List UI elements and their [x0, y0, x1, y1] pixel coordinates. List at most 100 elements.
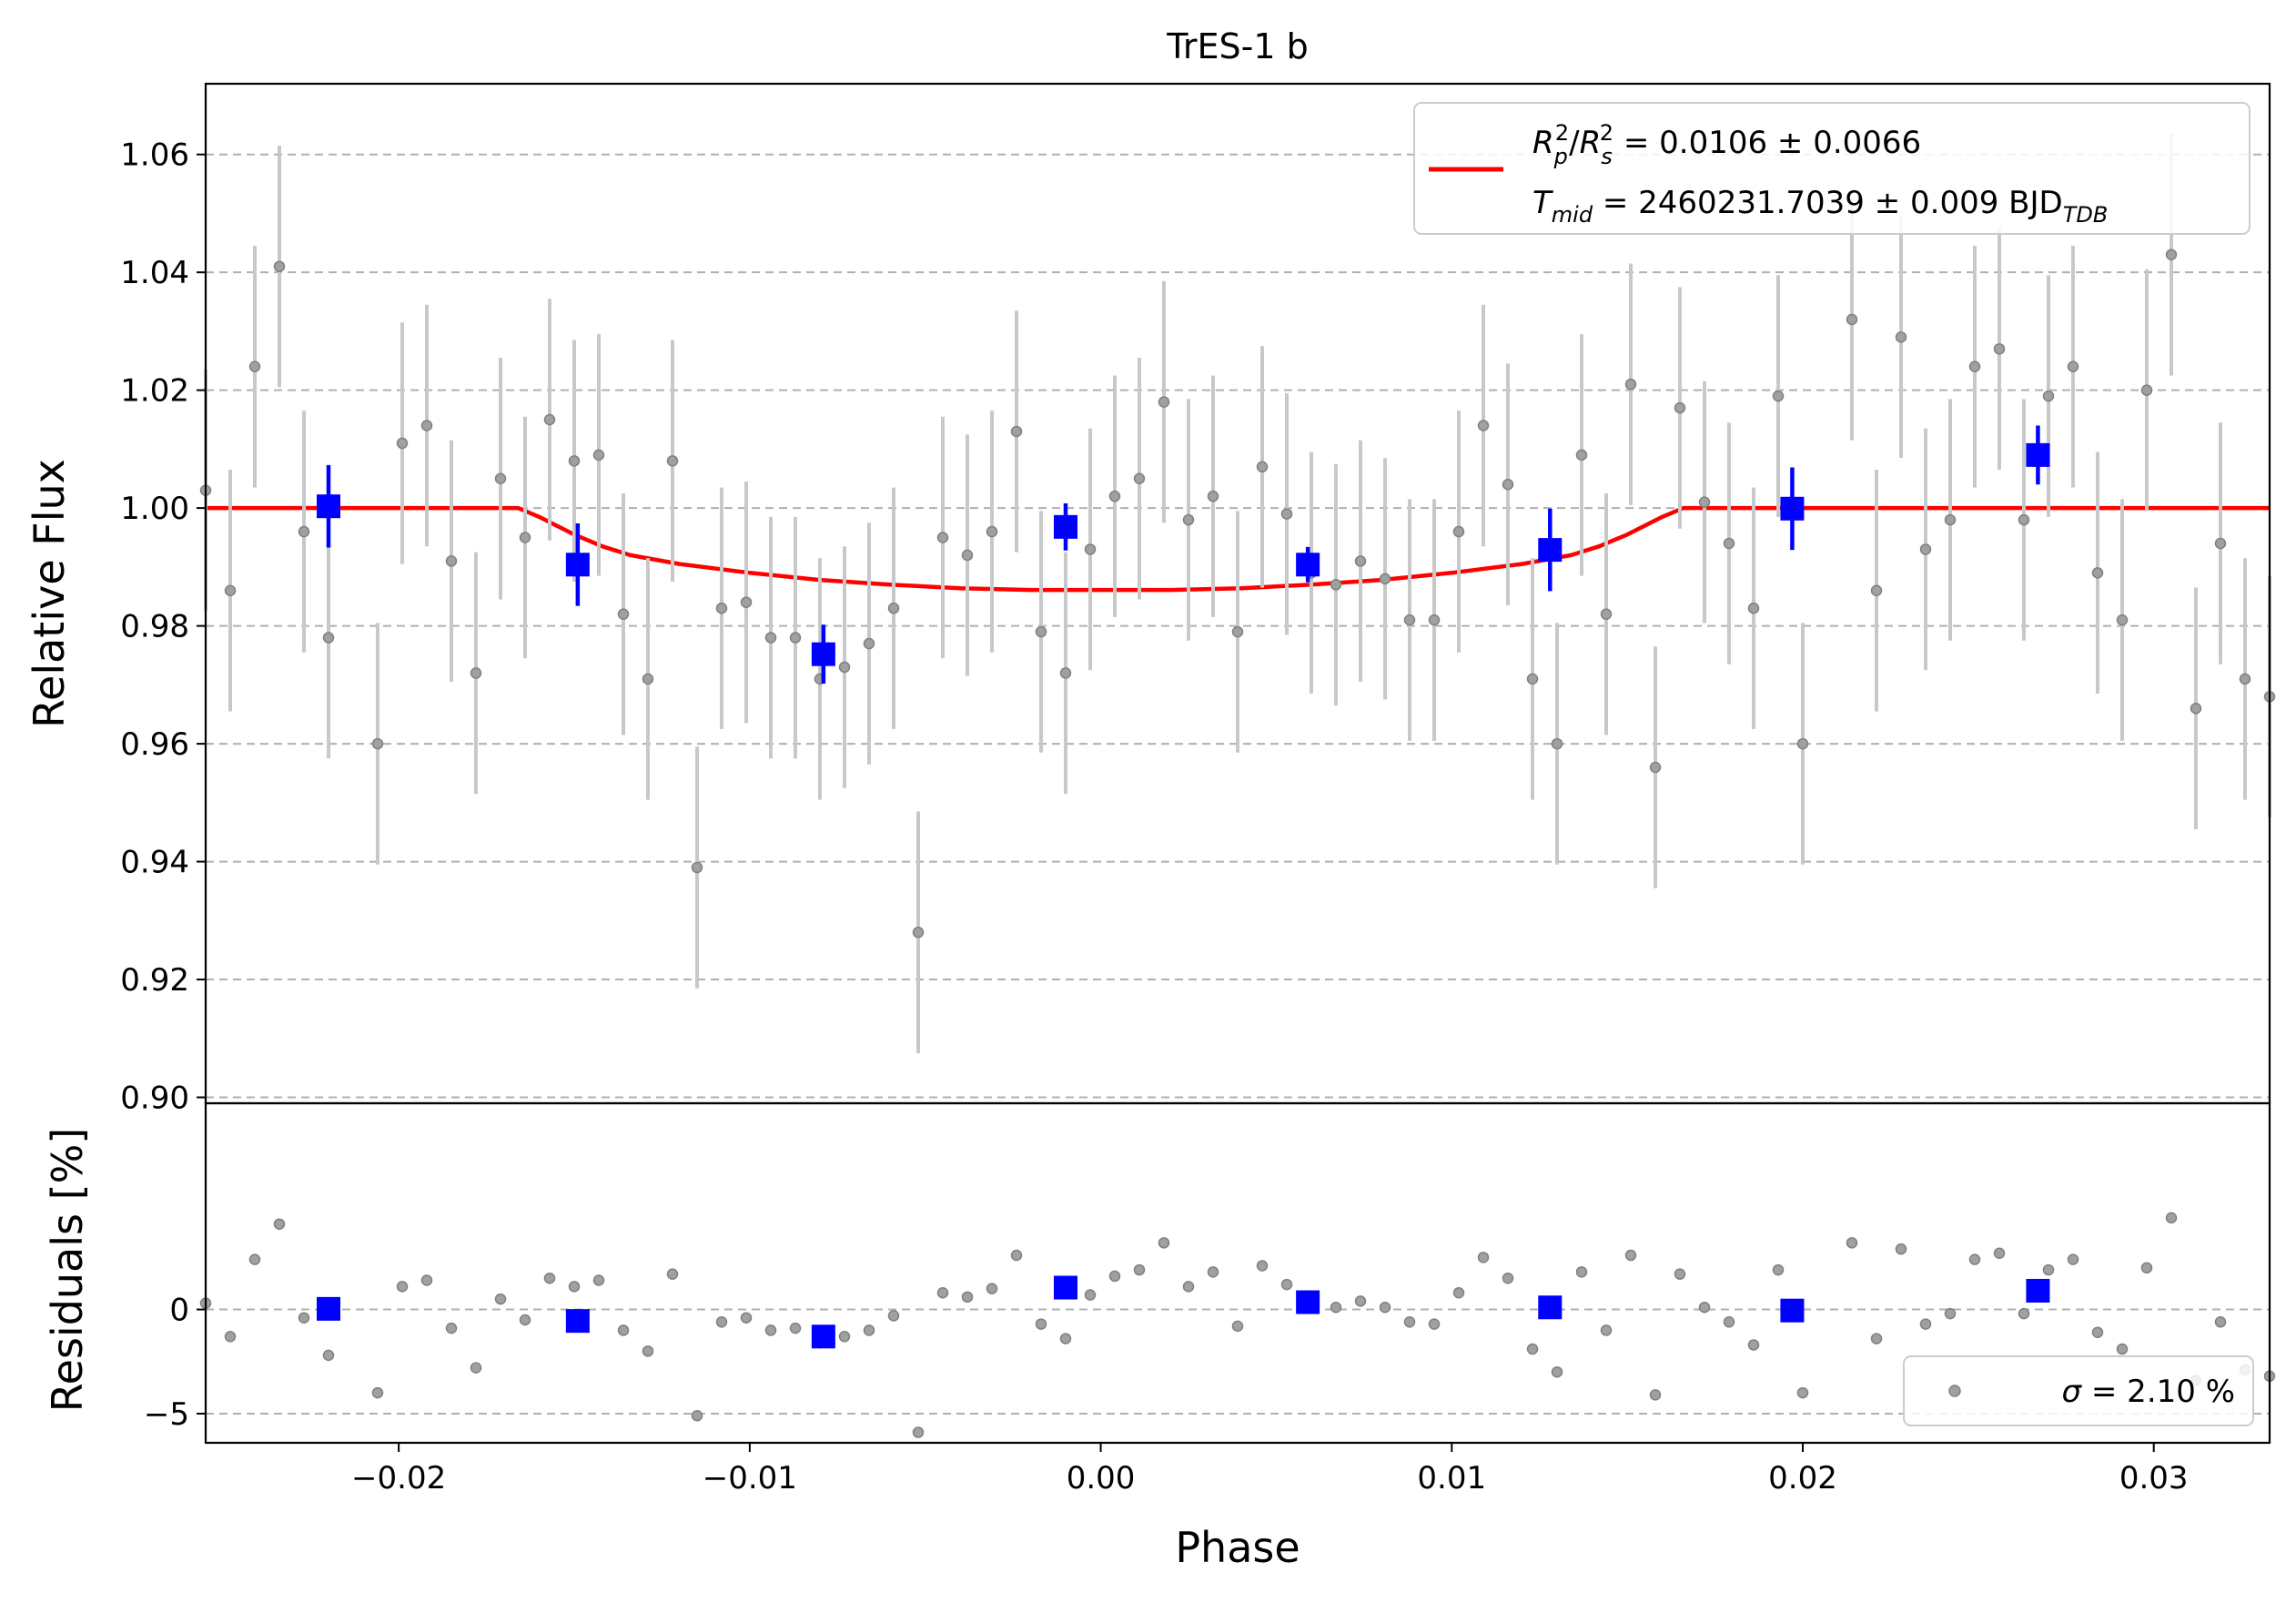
residuals-data-layer	[199, 1212, 2276, 1438]
flux-data-point	[2091, 567, 2104, 579]
flux-data-point	[1723, 537, 1735, 550]
flux-data-point	[2165, 249, 2178, 260]
residual-data-point	[1330, 1302, 1342, 1314]
flux-data-point	[1919, 543, 1932, 555]
flux-data-point	[764, 632, 777, 644]
flux-data-point	[1477, 420, 1490, 431]
binned-flux-layer	[317, 425, 2050, 685]
residual-data-point	[2165, 1212, 2178, 1224]
flux-y-tick-label: 0.94	[120, 845, 189, 881]
flux-data-point	[1403, 614, 1416, 626]
flux-data-point	[224, 584, 237, 597]
flux-data-point	[568, 455, 581, 467]
binned-residual-point	[1780, 1298, 1805, 1323]
flux-data-point	[2116, 614, 2129, 626]
flux-y-tick-label: 0.98	[120, 609, 189, 645]
flux-data-point	[1059, 667, 1072, 679]
model-legend: Rp2/Rs2 = 0.0106 ± 0.0066 Tmid = 2460231…	[1413, 102, 2250, 235]
residual-data-point	[1428, 1318, 1441, 1330]
flux-y-tick-label: 1.06	[120, 137, 189, 174]
flux-y-tick-label: 1.02	[120, 373, 189, 410]
residuals-y-tick-label: 0	[169, 1293, 189, 1329]
flux-panel: 0.90 0.92 0.94 0.96 0.98 1.00 1.02 1.04 1.06 TrE…	[25, 26, 2276, 1117]
flux-data-point	[494, 472, 507, 485]
residual-data-point	[420, 1274, 433, 1286]
flux-data-point	[1280, 508, 1293, 520]
flux-data-point	[519, 532, 531, 543]
flux-data-point	[863, 637, 875, 650]
flux-data-point	[2214, 537, 2227, 550]
residual-data-point	[887, 1310, 900, 1322]
flux-data-point	[887, 602, 900, 614]
binned-residual-point	[811, 1324, 835, 1349]
residuals-panel: −5 0 −0.02 −0.01 0.00 0.01 0.02 0.03 Phase Res…	[43, 1101, 2276, 1572]
phase-x-ticks: −0.02 −0.01 0.00 0.01 0.02 0.03	[351, 1443, 2189, 1496]
residual-data-point	[1379, 1302, 1391, 1314]
flux-data-point	[1796, 737, 1809, 750]
residual-data-point	[298, 1312, 310, 1324]
binned-flux-point	[811, 642, 835, 666]
flux-data-point	[1600, 608, 1613, 620]
flux-y-tick-label: 0.96	[120, 726, 189, 763]
residual-data-point	[1674, 1268, 1686, 1280]
residual-data-point	[1649, 1389, 1662, 1401]
residual-data-point	[1452, 1286, 1465, 1299]
flux-data-point	[691, 861, 703, 874]
flux-data-point	[543, 413, 556, 426]
residual-data-point	[2042, 1263, 2055, 1276]
binned-residual-point	[565, 1309, 590, 1334]
residual-data-point	[568, 1281, 581, 1293]
residual-data-point	[322, 1349, 335, 1362]
transit-model-line	[206, 505, 2270, 593]
residual-data-point	[666, 1268, 679, 1280]
flux-data-point	[2067, 360, 2079, 373]
residual-data-point	[1207, 1266, 1219, 1278]
phase-x-tick-label: 0.00	[1067, 1460, 1136, 1496]
flux-data-point	[2018, 513, 2030, 526]
flux-data-point	[1256, 461, 1269, 473]
sigma-legend-label: σ = 2.10 %	[2062, 1374, 2235, 1410]
flux-data-point	[371, 737, 384, 750]
flux-data-point	[1354, 555, 1367, 567]
flux-y-tick-label: 0.92	[120, 962, 189, 999]
binned-residuals-layer	[317, 1275, 2050, 1349]
flux-data-point	[715, 602, 728, 614]
residual-data-point	[1059, 1333, 1072, 1344]
residual-data-point	[224, 1331, 237, 1343]
binned-flux-point	[1780, 496, 1805, 521]
residual-data-point	[2018, 1307, 2030, 1320]
flux-data-point	[986, 525, 998, 538]
phase-x-tick-label: −0.01	[703, 1460, 797, 1496]
chart-title: TrES-1 b	[1166, 26, 1308, 66]
flux-data-point	[1010, 425, 1023, 438]
residual-data-point	[740, 1312, 753, 1324]
residual-data-point	[1526, 1343, 1539, 1355]
flux-y-tick-label: 1.04	[120, 255, 189, 291]
flux-data-point	[396, 437, 409, 450]
flux-data-point	[470, 667, 482, 679]
flux-data-point	[2140, 384, 2153, 396]
flux-data-point	[1846, 313, 1858, 326]
residual-data-point	[2091, 1326, 2104, 1338]
residual-data-point	[986, 1283, 998, 1294]
residual-data-point	[1796, 1386, 1809, 1399]
flux-data-point	[420, 420, 433, 431]
phase-x-tick-label: 0.03	[2119, 1460, 2189, 1496]
flux-data-point	[617, 608, 630, 620]
residuals-y-tick-label: −5	[144, 1396, 189, 1433]
flux-data-point	[936, 532, 949, 543]
residual-data-point	[1231, 1320, 1244, 1333]
residual-data-point	[2214, 1316, 2227, 1328]
residual-data-point	[1502, 1272, 1514, 1284]
residual-data-point	[617, 1324, 630, 1336]
flux-data-point	[1944, 513, 1957, 526]
flux-data-point	[248, 360, 261, 373]
residual-data-point	[1772, 1263, 1785, 1276]
flux-data-point	[1231, 625, 1244, 638]
residuals-axes-frame	[204, 1101, 2271, 1445]
residual-data-point	[1182, 1281, 1195, 1293]
residual-data-point	[248, 1253, 261, 1265]
residual-data-point	[1723, 1316, 1735, 1328]
residual-data-point	[1600, 1324, 1613, 1336]
